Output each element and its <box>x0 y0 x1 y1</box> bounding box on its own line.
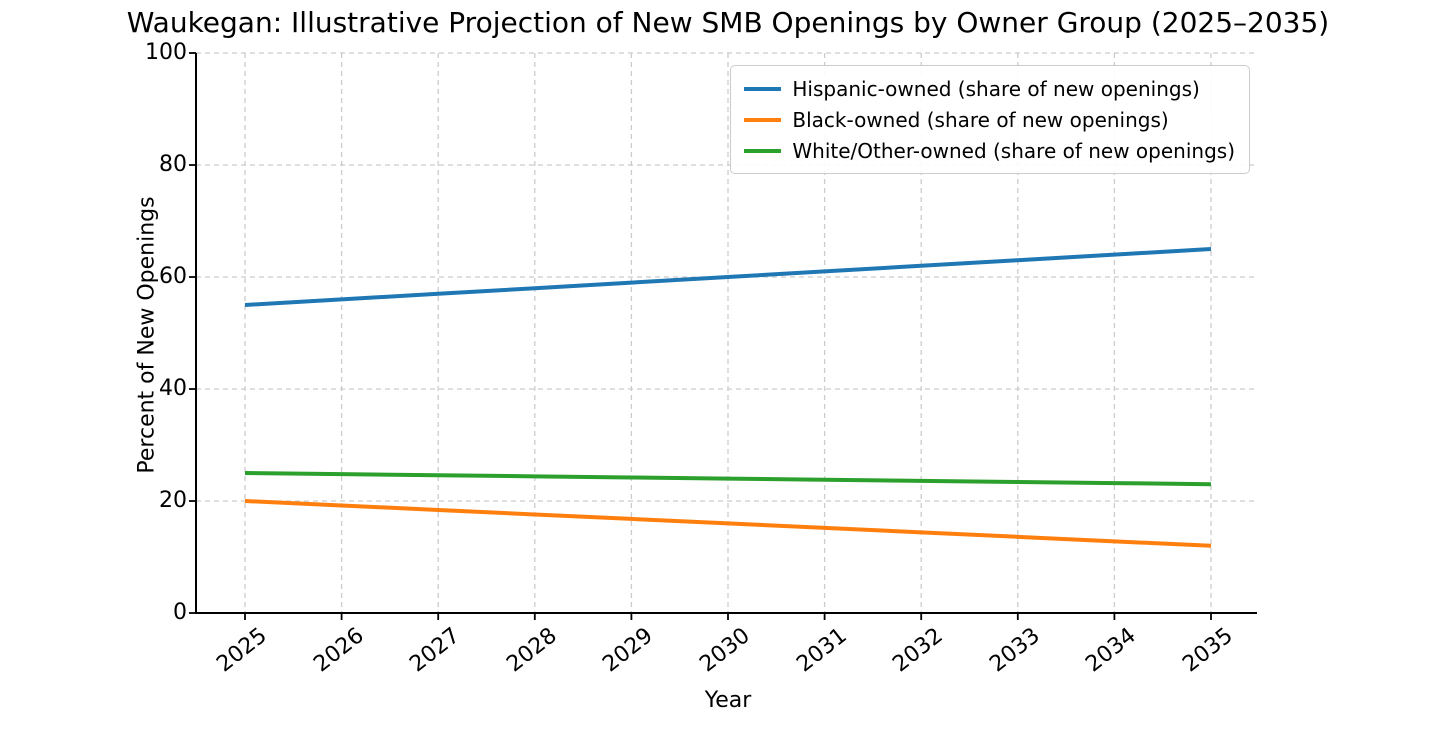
y-tick-label-100: 100 <box>145 40 187 65</box>
legend-label: Black-owned (share of new openings) <box>792 107 1169 132</box>
legend-swatch-icon <box>744 117 782 122</box>
series-line-black-owned-share-of-new-openings <box>244 499 1212 548</box>
series-line-hispanic-owned-share-of-new-openings <box>244 247 1212 307</box>
x-axis-label: Year <box>704 688 752 713</box>
legend-item-white-other-owned-share-of-new-openings: White/Other-owned (share of new openings… <box>737 135 1235 166</box>
legend: Hispanic-owned (share of new openings) Bl… <box>730 65 1250 174</box>
y-tick-label-80: 80 <box>159 152 187 177</box>
legend-swatch-icon <box>744 86 782 91</box>
y-tick-label-20: 20 <box>159 488 187 513</box>
legend-label: Hispanic-owned (share of new openings) <box>792 76 1200 101</box>
y-tick-label-60: 60 <box>159 264 187 289</box>
y-tick-label-40: 40 <box>159 376 187 401</box>
chart-title: Waukegan: Illustrative Projection of New… <box>126 6 1330 39</box>
legend-swatch-icon <box>744 148 782 153</box>
series-line-white-other-owned-share-of-new-openings <box>244 471 1212 487</box>
legend-label: White/Other-owned (share of new openings… <box>792 138 1235 163</box>
legend-item-black-owned-share-of-new-openings: Black-owned (share of new openings) <box>737 104 1235 135</box>
y-tick-label-0: 0 <box>173 600 187 625</box>
legend-item-hispanic-owned-share-of-new-openings: Hispanic-owned (share of new openings) <box>737 73 1235 104</box>
